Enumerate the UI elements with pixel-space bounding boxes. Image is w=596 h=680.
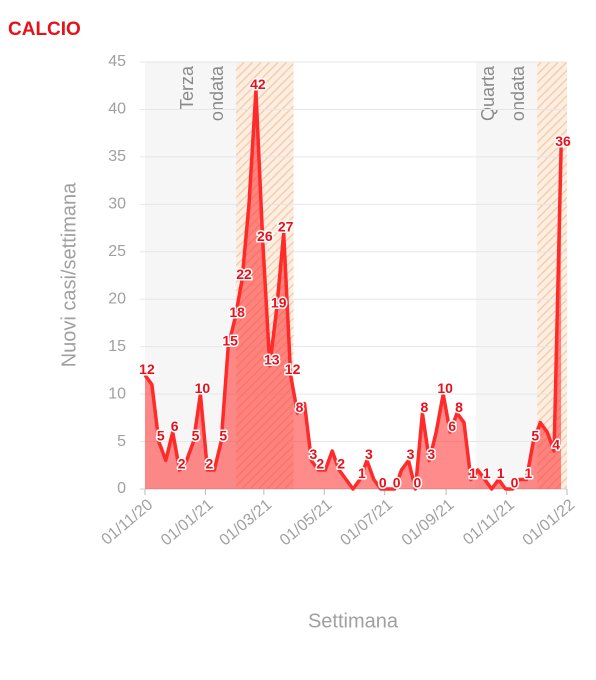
x-tick-label: 01/07/21	[337, 496, 396, 549]
x-tick-label: 01/09/21	[399, 496, 458, 549]
value-label: 12	[139, 361, 155, 377]
value-label: 12	[285, 361, 301, 377]
value-label: 5	[192, 427, 200, 443]
value-label: 8	[420, 399, 428, 415]
value-label: 6	[448, 418, 456, 434]
value-label: 15	[222, 332, 238, 348]
value-label: 1	[524, 465, 532, 481]
y-tick-label: 20	[108, 290, 126, 307]
y-tick-label: 10	[108, 385, 126, 402]
wave-label: Terza	[177, 65, 197, 110]
x-tick-label: 01/01/22	[520, 496, 579, 549]
value-label: 5	[531, 427, 539, 443]
x-tick-label: 01/11/21	[460, 496, 518, 548]
value-label: 27	[278, 219, 294, 235]
value-label: 3	[407, 446, 415, 462]
value-label: 1	[469, 465, 477, 481]
value-label: 10	[437, 380, 453, 396]
y-tick-label: 25	[108, 243, 126, 260]
value-label: 26	[257, 228, 273, 244]
x-tick-label: 01/03/21	[216, 496, 275, 549]
value-label: 8	[296, 399, 304, 415]
value-label: 3	[309, 446, 317, 462]
x-tick-label: 01/05/21	[277, 496, 336, 549]
value-label: 1	[358, 465, 366, 481]
wave-label: ondata	[508, 65, 528, 121]
value-label: 13	[264, 351, 280, 367]
value-label: 0	[393, 475, 401, 491]
y-tick-label: 15	[108, 338, 126, 355]
y-tick-label: 30	[108, 196, 126, 213]
value-label: 1	[483, 465, 491, 481]
chart-title: CALCIO	[8, 19, 81, 40]
line	[143, 88, 563, 491]
value-label: 6	[171, 418, 179, 434]
y-tick-label: 45	[108, 53, 126, 70]
value-label: 10	[195, 380, 211, 396]
y-tick-label: 40	[108, 101, 126, 118]
value-label: 8	[455, 399, 463, 415]
value-label: 36	[555, 133, 571, 149]
y-tick-label: 5	[117, 433, 126, 450]
y-tick-label: 0	[117, 480, 126, 497]
value-label: 22	[236, 266, 252, 282]
value-label: 2	[337, 456, 345, 472]
value-label: 0	[414, 475, 422, 491]
x-tick-label: 01/01/21	[158, 496, 217, 549]
value-label: 18	[229, 304, 245, 320]
y-tick-label: 35	[108, 148, 126, 165]
value-label: 3	[365, 446, 373, 462]
wave-peak	[537, 62, 567, 489]
value-label: 1	[497, 465, 505, 481]
area	[144, 90, 562, 489]
value-label: 19	[271, 294, 287, 310]
value-label: 2	[178, 456, 186, 472]
wave-label: Quarta	[478, 65, 498, 121]
value-label: 0	[511, 475, 519, 491]
y-axis-label: Nuovi casi/settimana	[58, 182, 80, 367]
value-label: 4	[552, 437, 560, 453]
value-label: 0	[379, 475, 387, 491]
value-label: 5	[157, 427, 165, 443]
value-label: 5	[219, 427, 227, 443]
value-label: 2	[316, 456, 324, 472]
wave-label: ondata	[207, 65, 227, 121]
value-label: 42	[250, 76, 266, 92]
x-tick-label: 01/11/20	[99, 496, 157, 548]
x-axis-label: Settimana	[308, 610, 399, 632]
value-label: 2	[205, 456, 213, 472]
value-label: 3	[427, 446, 435, 462]
